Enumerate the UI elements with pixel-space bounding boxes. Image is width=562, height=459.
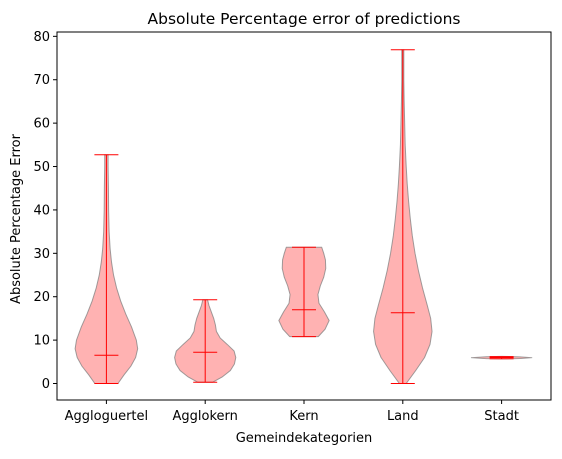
plot-area: [74, 49, 533, 385]
violin-stadt: [470, 355, 533, 360]
x-tick-label: Agglokern: [173, 409, 238, 424]
violin-kern: [278, 246, 330, 338]
y-tick-label: 10: [33, 334, 50, 349]
violin-land: [373, 49, 433, 385]
y-tick-label: 20: [33, 290, 50, 305]
x-tick-label: Land: [387, 409, 419, 424]
y-tick-label: 40: [33, 203, 50, 218]
y-tick-label: 70: [33, 73, 50, 88]
y-axis-title: Absolute Percentage Error: [9, 133, 24, 304]
y-tick-label: 0: [42, 377, 50, 392]
y-tick-label: 80: [33, 30, 50, 45]
violin-aggloguertel: [74, 154, 139, 385]
x-axis-title: Gemeindekategorien: [236, 431, 373, 446]
y-tick-label: 30: [33, 247, 50, 262]
axes: 0 10 20 30 40 50 60 70 80 Aggloguertel Agglokern Ke…: [33, 30, 552, 424]
y-tick-label: 50: [33, 160, 50, 175]
chart-title: Absolute Percentage error of predictions: [148, 10, 461, 28]
x-tick-label: Aggloguertel: [65, 409, 149, 424]
violin-agglokern: [174, 299, 237, 383]
x-tick-label: Kern: [289, 409, 318, 424]
x-tick-label: Stadt: [484, 409, 519, 424]
y-tick-label: 60: [33, 117, 50, 132]
